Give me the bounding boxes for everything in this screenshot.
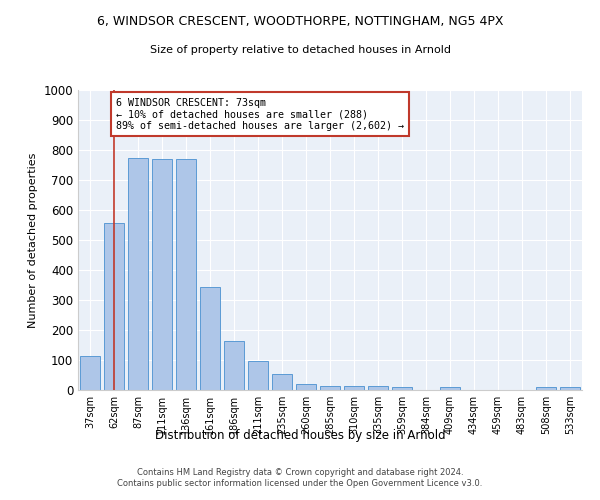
Bar	[560, 387, 580, 390]
Bar	[200, 286, 220, 390]
Bar	[320, 386, 340, 390]
Bar	[176, 159, 196, 390]
Text: Contains HM Land Registry data © Crown copyright and database right 2024.
Contai: Contains HM Land Registry data © Crown c…	[118, 468, 482, 487]
Bar	[344, 386, 364, 390]
Bar	[128, 158, 148, 390]
Text: 6, WINDSOR CRESCENT, WOODTHORPE, NOTTINGHAM, NG5 4PX: 6, WINDSOR CRESCENT, WOODTHORPE, NOTTING…	[97, 15, 503, 28]
Bar	[224, 341, 244, 390]
Bar	[272, 374, 292, 390]
Bar	[440, 387, 460, 390]
Bar	[536, 387, 556, 390]
Y-axis label: Number of detached properties: Number of detached properties	[28, 152, 38, 328]
Bar	[248, 360, 268, 390]
Bar	[368, 386, 388, 390]
Bar	[80, 356, 100, 390]
Bar	[296, 384, 316, 390]
Text: Distribution of detached houses by size in Arnold: Distribution of detached houses by size …	[155, 428, 445, 442]
Text: Size of property relative to detached houses in Arnold: Size of property relative to detached ho…	[149, 45, 451, 55]
Bar	[104, 222, 124, 390]
Text: 6 WINDSOR CRESCENT: 73sqm
← 10% of detached houses are smaller (288)
89% of semi: 6 WINDSOR CRESCENT: 73sqm ← 10% of detac…	[116, 98, 404, 130]
Bar	[152, 159, 172, 390]
Bar	[392, 387, 412, 390]
